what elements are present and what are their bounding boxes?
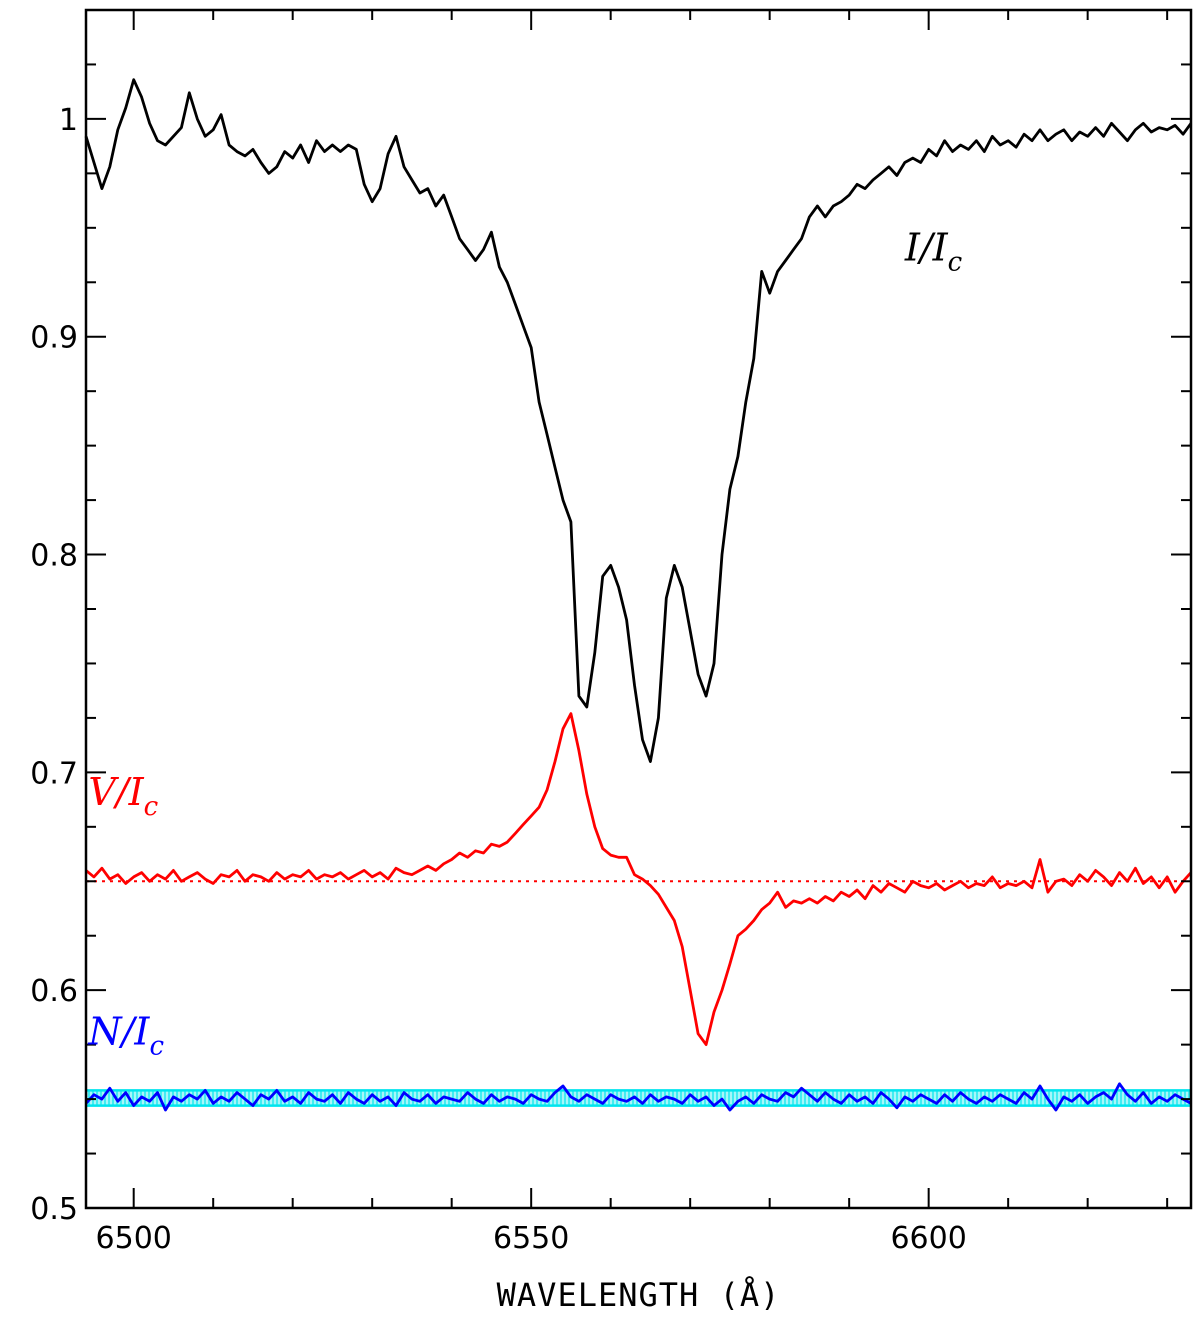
series-I-line bbox=[84, 78, 1193, 763]
curve-label-I: I/Ic bbox=[904, 225, 963, 277]
curve-label-subscript: c bbox=[149, 1032, 164, 1062]
y-tick-label: 0.8 bbox=[30, 539, 78, 574]
tick-layer bbox=[86, 9, 1191, 1209]
series-V-line bbox=[85, 712, 1193, 1046]
y-tick-label: 0.6 bbox=[30, 974, 78, 1009]
curve-label-V: V/Ic bbox=[88, 770, 158, 822]
curve-label-N: N/Ic bbox=[87, 1010, 164, 1062]
x-axis-title: WAVELENGTH (Å) bbox=[497, 1276, 781, 1314]
y-tick-label: 1 bbox=[59, 103, 78, 138]
y-tick-label: 0.9 bbox=[30, 321, 78, 356]
curve-label-subscript: c bbox=[948, 247, 963, 277]
tick-label-layer: 6500 6550 6600 0.5 0.6 0.7 0.8 0.9 1 bbox=[30, 103, 967, 1256]
plot-frame bbox=[84, 8, 1193, 1210]
series-layer bbox=[84, 78, 1193, 1112]
x-tick-label: 6600 bbox=[890, 1221, 966, 1256]
y-tick-label: 0.5 bbox=[30, 1192, 78, 1227]
curve-label-layer: I/Ic V/Ic N/Ic bbox=[87, 225, 962, 1061]
y-tick-label: 0.7 bbox=[30, 756, 78, 791]
series-N-line bbox=[84, 1082, 1192, 1112]
x-tick-label: 6500 bbox=[96, 1221, 172, 1256]
x-tick-label: 6550 bbox=[493, 1221, 569, 1256]
curve-label-subscript: c bbox=[144, 792, 159, 822]
